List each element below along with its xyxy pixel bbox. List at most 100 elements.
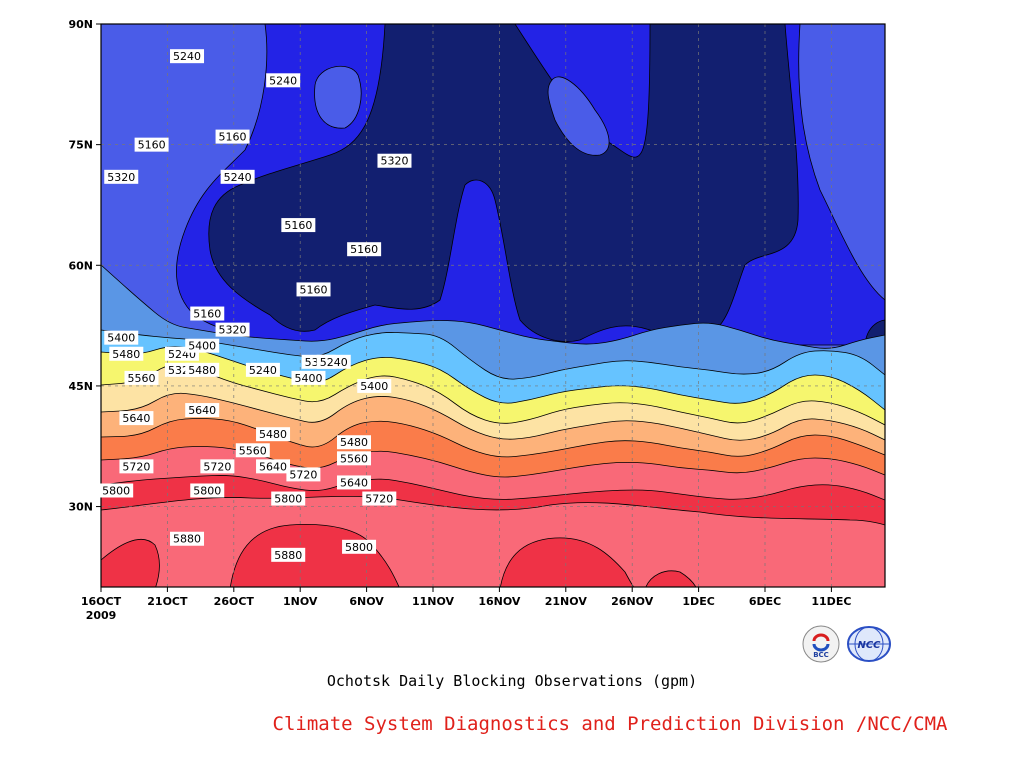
credit-line: Climate System Diagnostics and Predictio… xyxy=(272,713,948,735)
contour-label: 5160 xyxy=(300,283,328,296)
contour-band xyxy=(101,539,160,587)
contour-label-bg xyxy=(104,169,139,184)
contour-label-bg xyxy=(185,362,220,377)
contour-label-bg xyxy=(190,306,225,321)
contour-label: 5400 xyxy=(107,332,135,345)
contour-label: 5720 xyxy=(365,493,393,506)
contour-label-bg xyxy=(271,547,306,562)
contour-label-bg xyxy=(256,427,291,442)
contour-label: 5160 xyxy=(138,139,166,152)
contour-label-bg xyxy=(185,403,220,418)
chart-caption: Ochotsk Daily Blocking Observations (gpm… xyxy=(326,672,698,690)
contour-label: 5640 xyxy=(259,460,287,473)
x-tick-label: 6NOV xyxy=(349,595,384,608)
y-tick-label: 45N xyxy=(68,380,93,393)
contour-label-bg xyxy=(119,411,154,426)
contour-label: 5320 xyxy=(219,324,247,337)
contour-band xyxy=(314,66,362,129)
contour-label: 5720 xyxy=(122,460,150,473)
contour-label-bg xyxy=(316,354,351,369)
contour-label-bg xyxy=(170,49,205,64)
contour-fill-layer xyxy=(101,24,885,587)
contour-label: 5320 xyxy=(380,155,408,168)
contour-label-bg xyxy=(337,435,371,450)
contour-label: 5720 xyxy=(289,468,317,481)
contour-label-bg xyxy=(170,531,205,546)
contour-label: 5240 xyxy=(269,74,297,87)
contour-label-bg xyxy=(220,169,255,184)
contour-label-bg xyxy=(256,459,291,474)
x-year-label: 2009 xyxy=(86,609,117,622)
contour-band xyxy=(208,24,799,342)
contour-label: 5560 xyxy=(127,372,155,385)
contour-label: 5160 xyxy=(193,308,221,321)
contour-label-bg xyxy=(377,153,412,168)
contour-label-bg xyxy=(104,330,139,345)
contour-label-bg xyxy=(337,451,371,466)
contour-label-bg xyxy=(362,491,397,506)
contour-label: 5720 xyxy=(203,460,231,473)
bcc-logo: BCC xyxy=(802,625,840,663)
x-tick-label: 26OCT xyxy=(214,595,255,608)
contour-label-bg xyxy=(185,338,220,353)
x-tick-label: 16NOV xyxy=(478,595,521,608)
x-tick-label: 21NOV xyxy=(545,595,588,608)
y-tick-label: 90N xyxy=(68,18,93,31)
x-tick-label: 21OCT xyxy=(147,595,188,608)
contour-label-bg xyxy=(271,491,306,506)
contour-label: 5320 xyxy=(107,171,135,184)
contour-label: 5480 xyxy=(188,364,216,377)
contour-label: 5640 xyxy=(340,476,368,489)
x-tick-label: 11NOV xyxy=(412,595,455,608)
contour-label: 5560 xyxy=(239,444,267,457)
contour-label: 5160 xyxy=(284,219,312,232)
contour-band xyxy=(547,76,610,156)
contour-label-bg xyxy=(124,370,159,385)
contour-label: 5240 xyxy=(224,171,252,184)
contour-label-bg xyxy=(190,483,225,498)
x-tick-label: 11DEC xyxy=(811,595,851,608)
grid xyxy=(101,24,885,587)
contour-label: 5240 xyxy=(173,50,201,63)
x-tick-label: 1NOV xyxy=(283,595,318,608)
contour-label-bg xyxy=(119,459,154,474)
y-tick-label: 30N xyxy=(68,501,93,514)
x-tick-label: 26NOV xyxy=(611,595,654,608)
contour-label-bg xyxy=(235,443,270,458)
contour-label: 5880 xyxy=(274,549,302,562)
contour-label: 5160 xyxy=(219,131,247,144)
contour-label: 5880 xyxy=(173,533,201,546)
contour-label: 5240 xyxy=(249,364,277,377)
contour-label: 5160 xyxy=(350,243,378,256)
ncc-logo-text: NCC xyxy=(857,640,881,651)
contour-label: 5400 xyxy=(360,380,388,393)
contour-label-bg xyxy=(342,539,377,554)
contour-label-bg xyxy=(134,137,169,152)
contour-label-bg xyxy=(337,475,371,490)
bcc-logo-text: BCC xyxy=(813,651,829,659)
contour-label-bg xyxy=(357,378,392,393)
contour-label: 5640 xyxy=(188,404,216,417)
y-tick-label: 75N xyxy=(68,139,93,152)
x-tick-label: 6DEC xyxy=(749,595,781,608)
contour-label-bg xyxy=(245,362,280,377)
contour-label: 5400 xyxy=(294,372,322,385)
contour-label-bg xyxy=(200,459,235,474)
contour-label-bg xyxy=(266,73,301,88)
contour-label-bg xyxy=(281,218,316,233)
contour-label: 5240 xyxy=(320,356,348,369)
contour-labels: 5240 5240 5160 5160 5320 5240 5320 5160 5160 5160… xyxy=(99,49,412,562)
contour-label: 5800 xyxy=(102,484,130,497)
contour-label: 5640 xyxy=(122,412,150,425)
contour-band xyxy=(798,24,885,301)
contour-label-bg xyxy=(296,282,331,297)
contour-label: 5800 xyxy=(193,484,221,497)
contour-label: 5480 xyxy=(259,428,287,441)
contour-label: 5560 xyxy=(340,452,368,465)
contour-label-bg xyxy=(215,129,250,144)
contour-label: 5800 xyxy=(274,493,302,506)
contour-label: 5800 xyxy=(345,541,373,554)
contour-label-bg xyxy=(286,467,321,482)
